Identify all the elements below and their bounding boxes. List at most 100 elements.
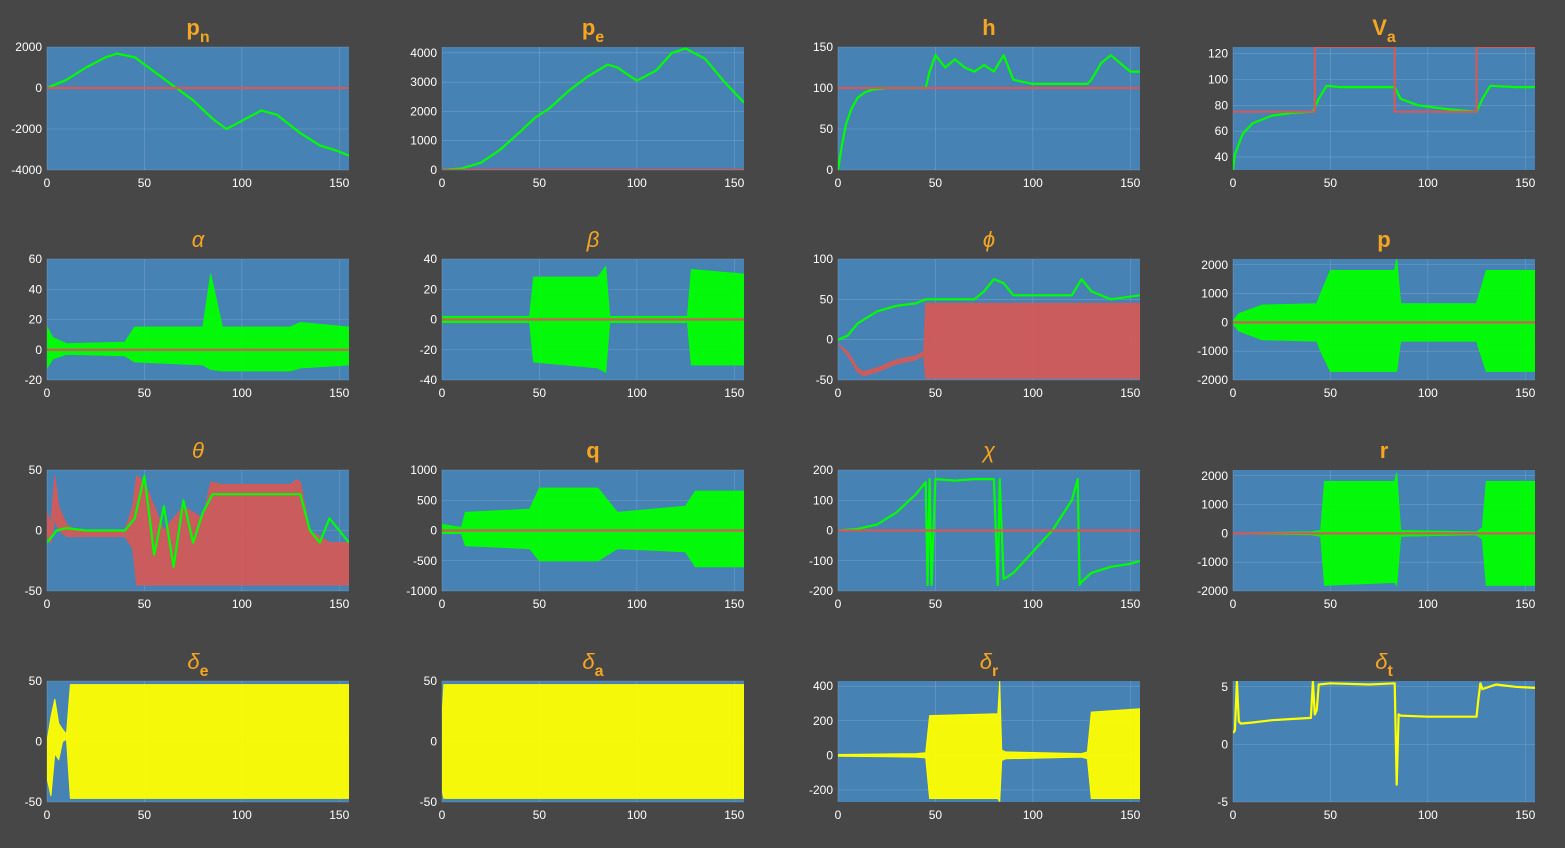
x-tick-label: 100 — [627, 597, 647, 611]
x-tick-label: 0 — [44, 176, 51, 190]
title-symbol: r — [1380, 438, 1389, 463]
y-tick-label: 60 — [29, 252, 43, 266]
y-tick-label: 150 — [813, 40, 833, 54]
y-tick-label: 2000 — [1201, 469, 1228, 483]
y-tick-label: 0 — [826, 163, 833, 177]
subplot-title: Va — [1372, 15, 1396, 46]
title-subscript: t — [1387, 663, 1393, 680]
x-tick-label: 0 — [1230, 808, 1237, 822]
y-tick-label: -200 — [809, 584, 833, 598]
x-tick-label: 50 — [533, 597, 547, 611]
y-tick-label: 50 — [29, 674, 43, 688]
title-symbol: δ — [187, 649, 200, 674]
plot-area — [838, 478, 1140, 587]
x-tick-label: 50 — [929, 597, 943, 611]
x-tick-label: 150 — [329, 808, 349, 822]
y-tick-label: -1000 — [1197, 555, 1228, 569]
x-tick-label: 50 — [1324, 808, 1338, 822]
y-tick-label: 0 — [35, 343, 42, 357]
plot-area — [1233, 47, 1535, 170]
x-tick-label: 50 — [138, 597, 152, 611]
x-tick-label: 100 — [232, 808, 252, 822]
x-tick-label: 100 — [232, 176, 252, 190]
x-tick-label: 50 — [1324, 597, 1338, 611]
y-tick-label: 0 — [430, 313, 437, 327]
y-tick-label: 0 — [826, 524, 833, 538]
title-subscript: a — [1387, 29, 1396, 46]
x-tick-label: 100 — [627, 176, 647, 190]
x-tick-label: 150 — [724, 386, 744, 400]
y-tick-label: 2000 — [1201, 258, 1228, 272]
series-state-line — [47, 475, 349, 568]
x-tick-label: 50 — [138, 176, 152, 190]
y-tick-label: 1000 — [410, 463, 437, 477]
axes-background — [442, 47, 744, 170]
x-tick-label: 0 — [835, 597, 842, 611]
y-tick-label: 40 — [1215, 150, 1229, 164]
y-tick-label: 400 — [813, 679, 833, 693]
x-tick-label: 100 — [1023, 808, 1043, 822]
subplot-chi: 0 50 100 150 200 100 0 -100 -200 χ — [809, 438, 1141, 611]
y-tick-label: 50 — [424, 674, 438, 688]
y-tick-label: 2000 — [410, 104, 437, 118]
x-tick-label: 150 — [329, 597, 349, 611]
x-tick-label: 0 — [835, 386, 842, 400]
y-tick-label: 0 — [826, 748, 833, 762]
x-tick-label: 100 — [1418, 808, 1438, 822]
y-tick-label: 100 — [813, 252, 833, 266]
x-tick-label: 150 — [724, 597, 744, 611]
x-tick-label: 0 — [1230, 386, 1237, 400]
plot-area — [47, 273, 349, 372]
y-tick-label: -40 — [420, 373, 438, 387]
subplot-title: δe — [187, 649, 208, 680]
series-state-line — [838, 478, 1140, 587]
plot-area — [442, 684, 744, 799]
subplot-title: q — [586, 438, 599, 463]
subplot-title: ϕ — [983, 227, 995, 252]
x-tick-label: 0 — [439, 176, 446, 190]
x-tick-label: 50 — [929, 808, 943, 822]
y-tick-label: 200 — [813, 714, 833, 728]
y-tick-label: 2000 — [15, 40, 42, 54]
y-tick-label: 0 — [826, 333, 833, 347]
x-tick-label: 150 — [1120, 386, 1140, 400]
title-symbol: δ — [980, 649, 993, 674]
y-tick-label: -5 — [1217, 795, 1228, 809]
x-tick-label: 150 — [1515, 808, 1535, 822]
title-symbol: q — [586, 438, 599, 463]
y-tick-label: 40 — [29, 282, 43, 296]
subplot-title: h — [982, 15, 995, 40]
subplot-title: p — [1377, 227, 1390, 252]
x-tick-label: 150 — [724, 176, 744, 190]
plot-area — [1233, 259, 1535, 372]
y-tick-label: 50 — [820, 292, 834, 306]
x-tick-label: 100 — [627, 386, 647, 400]
series-command-band — [838, 302, 1140, 379]
y-tick-label: -2000 — [1197, 584, 1228, 598]
x-tick-label: 150 — [1515, 597, 1535, 611]
subplot-title: α — [192, 227, 206, 252]
title-subscript: e — [595, 29, 604, 46]
y-tick-label: 200 — [813, 463, 833, 477]
x-tick-label: 150 — [1120, 597, 1140, 611]
y-tick-label: -20 — [420, 343, 438, 357]
y-tick-label: 20 — [29, 313, 43, 327]
y-tick-label: 1000 — [1201, 287, 1228, 301]
y-tick-label: -50 — [420, 795, 438, 809]
series-state-band — [442, 487, 744, 568]
subplot-title: β — [586, 227, 600, 252]
subplot-h: 0 50 100 150 150 100 50 0 h — [813, 15, 1141, 190]
x-tick-label: 150 — [1515, 386, 1535, 400]
x-tick-label: 0 — [439, 597, 446, 611]
subplot-title: θ — [192, 438, 204, 463]
title-symbol: δ — [1375, 649, 1388, 674]
y-tick-label: 0 — [1221, 737, 1228, 751]
subplot-pn: 0 50 100 150 2000 0 -2000 -4000 pn — [11, 15, 349, 190]
title-symbol: δ — [582, 649, 595, 674]
title-symbol: h — [982, 15, 995, 40]
y-tick-label: -1000 — [1197, 344, 1228, 358]
series-input-band — [47, 684, 349, 799]
